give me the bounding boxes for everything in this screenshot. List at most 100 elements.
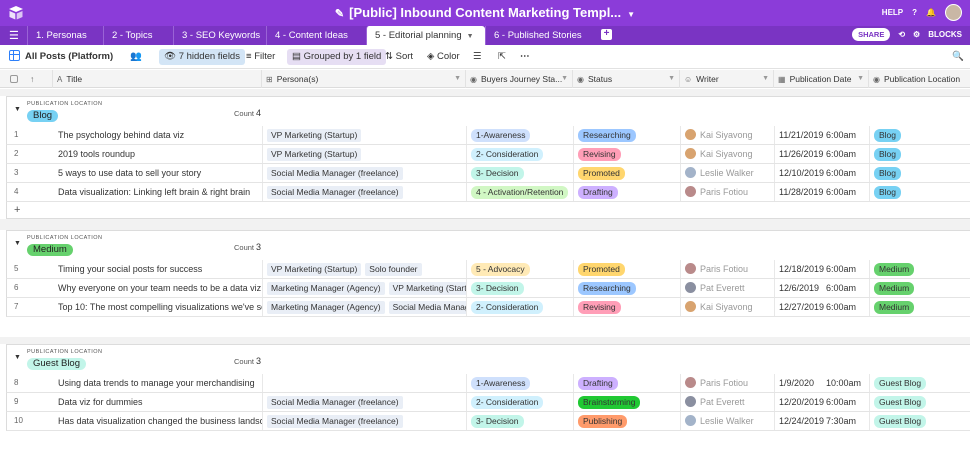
buyers-journey-cell[interactable]: 3- Decision: [467, 279, 574, 297]
column-header-personas[interactable]: ⊞ Persona(s) ▼: [262, 70, 466, 88]
publication-date-cell[interactable]: 11/21/2019 6:00am: [775, 126, 870, 144]
history-icon[interactable]: ⟲: [898, 30, 906, 39]
tab-topics[interactable]: 2 - Topics: [103, 26, 173, 45]
writer-cell[interactable]: Paris Fotiou: [681, 260, 775, 278]
publication-date-cell[interactable]: 11/26/2019 6:00am: [775, 145, 870, 163]
buyers-journey-cell[interactable]: 3- Decision: [467, 412, 574, 430]
chevron-down-icon[interactable]: ▼: [627, 10, 636, 19]
group-header[interactable]: ▼ PUBLICATION LOCATION Guest Blog Count 3: [6, 344, 970, 374]
help-icon[interactable]: ?: [912, 8, 918, 17]
view-switcher[interactable]: All Posts (Platform): [9, 49, 113, 65]
help-link[interactable]: HELP: [881, 8, 904, 17]
status-cell[interactable]: Revising: [574, 145, 681, 163]
publication-location-cell[interactable]: Blog: [870, 164, 970, 182]
publication-location-cell[interactable]: Guest Blog: [870, 374, 970, 392]
column-header-publication-location[interactable]: ◉ Publication Location: [869, 70, 970, 88]
publication-location-cell[interactable]: Blog: [870, 145, 970, 163]
select-all-checkbox[interactable]: [10, 75, 18, 83]
publication-location-cell[interactable]: Guest Blog: [870, 393, 970, 411]
publication-location-cell[interactable]: Guest Blog: [870, 412, 970, 430]
personas-cell[interactable]: VP Marketing (Startup) Solo founder: [263, 260, 467, 278]
group-header[interactable]: ▼ PUBLICATION LOCATION Medium Count 3: [6, 230, 970, 260]
airtable-logo-icon[interactable]: [8, 5, 24, 21]
publication-date-cell[interactable]: 12/20/2019 6:00am: [775, 393, 870, 411]
personas-cell[interactable]: Social Media Manager (freelance): [263, 183, 467, 201]
title-cell[interactable]: 2019 tools roundup: [54, 145, 263, 163]
status-cell[interactable]: Researching: [574, 279, 681, 297]
tab-editorial-planning[interactable]: 5 - Editorial planning ▼: [366, 26, 485, 45]
group-header[interactable]: ▼ PUBLICATION LOCATION Blog Count 4: [6, 96, 970, 126]
tab-content-ideas[interactable]: 4 - Content Ideas: [266, 26, 366, 45]
chevron-down-icon[interactable]: ▼: [454, 75, 461, 82]
color-button[interactable]: ◈ Color: [427, 49, 460, 65]
buyers-journey-cell[interactable]: 2- Consideration: [467, 145, 574, 163]
share-button[interactable]: SHARE: [852, 28, 891, 41]
publication-date-cell[interactable]: 12/24/2019 7:30am: [775, 412, 870, 430]
publication-date-cell[interactable]: 1/9/2020 10:00am: [775, 374, 870, 392]
status-cell[interactable]: Brainstorming: [574, 393, 681, 411]
buyers-journey-cell[interactable]: 3- Decision: [467, 164, 574, 182]
user-avatar[interactable]: [945, 4, 962, 21]
title-cell[interactable]: Using data trends to manage your merchan…: [54, 374, 263, 392]
writer-cell[interactable]: Leslie Walker: [681, 412, 775, 430]
publication-date-cell[interactable]: 12/10/2019 6:00am: [775, 164, 870, 182]
status-cell[interactable]: Drafting: [574, 374, 681, 392]
chevron-down-icon[interactable]: ▼: [668, 75, 675, 82]
table-row[interactable]: 6 Why everyone on your team needs to be a…: [6, 279, 970, 298]
pencil-icon[interactable]: ✎: [334, 8, 345, 20]
publication-date-cell[interactable]: 12/27/2019 6:00am: [775, 298, 870, 316]
personas-cell[interactable]: [263, 374, 467, 392]
buyers-journey-cell[interactable]: 4 - Activation/Retention: [467, 183, 574, 201]
chevron-down-icon[interactable]: ▼: [561, 75, 568, 82]
more-options-icon[interactable]: ⋯: [520, 51, 530, 62]
title-cell[interactable]: Has data visualization changed the busin…: [54, 412, 263, 430]
personas-cell[interactable]: VP Marketing (Startup): [263, 145, 467, 163]
table-row[interactable]: 9 Data viz for dummies Social Media Manage…: [6, 393, 970, 412]
writer-cell[interactable]: Kai Siyavong: [681, 298, 775, 316]
tab-seo-keywords[interactable]: 3 - SEO Keywords: [173, 26, 266, 45]
table-row[interactable]: 10 Has data visualization changed the bus…: [6, 412, 970, 431]
publication-location-cell[interactable]: Blog: [870, 126, 970, 144]
column-header-status[interactable]: ◉ Status ▼: [573, 70, 680, 88]
publication-location-cell[interactable]: Medium: [870, 260, 970, 278]
title-cell[interactable]: Data viz for dummies: [54, 393, 263, 411]
select-all-cell[interactable]: ↑: [0, 70, 53, 88]
base-title[interactable]: [Public] Inbound Content Marketing Templ…: [349, 5, 622, 20]
chevron-down-icon[interactable]: ▼: [857, 75, 864, 82]
writer-cell[interactable]: Paris Fotiou: [681, 374, 775, 392]
tab-personas[interactable]: 1. Personas: [27, 26, 103, 45]
status-cell[interactable]: Promoted: [574, 164, 681, 182]
title-cell[interactable]: Data visualization: Linking left brain &…: [54, 183, 263, 201]
view-name[interactable]: All Posts (Platform): [25, 51, 114, 62]
table-row[interactable]: 8 Using data trends to manage your mercha…: [6, 374, 970, 393]
share-view-icon[interactable]: ⇱: [498, 51, 506, 62]
column-header-buyers-journey[interactable]: ◉ Buyers Journey Sta... ▼: [466, 70, 573, 88]
table-row[interactable]: 5 Timing your social posts for success VP …: [6, 260, 970, 279]
buyers-journey-cell[interactable]: 2- Consideration: [467, 298, 574, 316]
chevron-down-icon[interactable]: ▼: [762, 75, 769, 82]
buyers-journey-cell[interactable]: 1-Awareness: [467, 126, 574, 144]
collapse-triangle-icon[interactable]: ▼: [14, 354, 21, 361]
collapse-triangle-icon[interactable]: ▼: [14, 240, 21, 247]
table-row[interactable]: 3 5 ways to use data to sell your story So…: [6, 164, 970, 183]
table-row[interactable]: 2 2019 tools roundup VP Marketing (Startup…: [6, 145, 970, 164]
blocks-button[interactable]: BLOCKS: [928, 30, 962, 39]
buyers-journey-cell[interactable]: 2- Consideration: [467, 393, 574, 411]
publication-date-cell[interactable]: 11/28/2019 6:00am: [775, 183, 870, 201]
table-row[interactable]: 7 Top 10: The most compelling visualizati…: [6, 298, 970, 317]
collaborators-icon[interactable]: 👥: [130, 51, 142, 62]
notifications-bell-icon[interactable]: 🔔: [926, 8, 936, 17]
personas-cell[interactable]: VP Marketing (Startup): [263, 126, 467, 144]
search-icon[interactable]: 🔍: [952, 51, 964, 62]
table-row[interactable]: 1 The psychology behind data viz VP Market…: [6, 126, 970, 145]
personas-cell[interactable]: Social Media Manager (freelance): [263, 393, 467, 411]
add-table-icon[interactable]: +: [601, 29, 612, 40]
base-title-area[interactable]: ✎ [Public] Inbound Content Marketing Temp…: [0, 5, 970, 20]
personas-cell[interactable]: Social Media Manager (freelance): [263, 164, 467, 182]
collapse-triangle-icon[interactable]: ▼: [14, 106, 21, 113]
column-header-writer[interactable]: ☺ Writer ▼: [680, 70, 774, 88]
blocks-icon[interactable]: ⚙: [913, 30, 921, 39]
buyers-journey-cell[interactable]: 5 - Advocacy: [467, 260, 574, 278]
column-header-title[interactable]: A Title: [53, 70, 262, 88]
status-cell[interactable]: Researching: [574, 126, 681, 144]
